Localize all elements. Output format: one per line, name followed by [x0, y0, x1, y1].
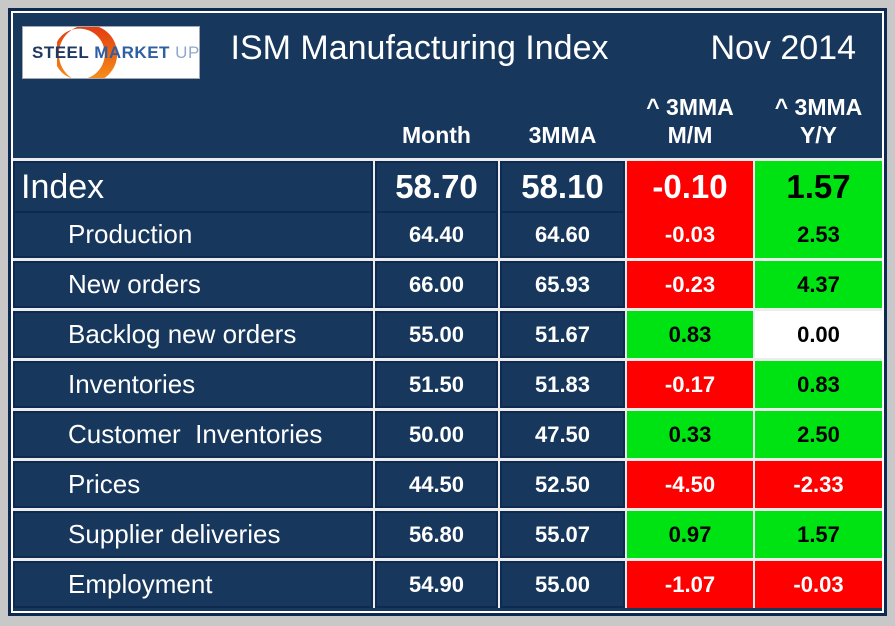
yy-delta-cell: -0.03: [755, 561, 882, 608]
mm-delta-cell: 0.33: [627, 411, 753, 458]
month-value: 56.80: [375, 511, 498, 558]
yy-delta-cell: 1.57: [755, 511, 882, 558]
mm-delta-cell: -1.07: [627, 561, 753, 608]
month-value: 51.50: [375, 361, 498, 408]
yy-delta-cell: 2.53: [755, 211, 882, 258]
mm-delta-cell: -0.23: [627, 261, 753, 308]
month-value: 58.70: [375, 161, 498, 213]
row-label: Customer Inventories: [13, 411, 373, 458]
row-label: Index: [13, 161, 373, 213]
title-band: Table 1 ISM Manufacturing Index Nov 2014: [13, 13, 882, 85]
yy-delta-cell: 1.57: [755, 161, 882, 213]
month-value: 64.40: [375, 211, 498, 258]
yy-delta-cell: 0.00: [755, 311, 882, 358]
row-label: Employment: [13, 561, 373, 608]
row-label: Prices: [13, 461, 373, 508]
month-value: 54.90: [375, 561, 498, 608]
row-label: Production: [13, 211, 373, 258]
yy-delta-cell: 2.50: [755, 411, 882, 458]
logo-word-market: MARKET: [94, 42, 170, 62]
mma3-value: 55.07: [500, 511, 625, 558]
mma3-value: 47.50: [500, 411, 625, 458]
mm-delta-cell: -0.17: [627, 361, 753, 408]
mma3-value: 51.83: [500, 361, 625, 408]
column-header-month: Month: [402, 122, 471, 149]
mma3-value: 52.50: [500, 461, 625, 508]
mm-delta-cell: -0.10: [627, 161, 753, 213]
column-header-3mma-mm: ^ 3MMA M/M: [646, 93, 734, 149]
yy-delta-cell: 0.83: [755, 361, 882, 408]
month-value: 66.00: [375, 261, 498, 308]
month-value: 44.50: [375, 461, 498, 508]
column-header-row: STEEL MARKET UPDATE Month 3MMA ^ 3MMA M/…: [13, 27, 882, 158]
yy-delta-cell: 4.37: [755, 261, 882, 308]
mm-delta-cell: -4.50: [627, 461, 753, 508]
mma3-value: 58.10: [500, 161, 625, 213]
table-background: Table 1 ISM Manufacturing Index Nov 2014: [13, 13, 882, 611]
yy-delta-cell: -2.33: [755, 461, 882, 508]
mma3-value: 65.93: [500, 261, 625, 308]
steel-market-update-logo: STEEL MARKET UPDATE: [23, 27, 199, 78]
column-header-3mma: 3MMA: [528, 122, 597, 149]
column-header-3mma-yy: ^ 3MMA Y/Y: [774, 93, 863, 149]
mma3-value: 55.00: [500, 561, 625, 608]
crescent-icon: [57, 27, 118, 78]
logo-word-update: UPDATE: [175, 42, 199, 62]
page-title: ISM Manufacturing Index: [230, 29, 609, 67]
logo-text: STEEL MARKET UPDATE: [23, 43, 199, 63]
report-date: Nov 2014: [710, 29, 856, 67]
row-label: Supplier deliveries: [13, 511, 373, 558]
logo-word-steel: STEEL: [32, 42, 89, 62]
row-label: Inventories: [13, 361, 373, 408]
mm-delta-cell: 0.83: [627, 311, 753, 358]
table-frame: Table 1 ISM Manufacturing Index Nov 2014: [8, 8, 887, 616]
month-value: 50.00: [375, 411, 498, 458]
mma3-value: 64.60: [500, 211, 625, 258]
mma3-value: 51.67: [500, 311, 625, 358]
column-header-spacer: [13, 150, 373, 158]
month-value: 55.00: [375, 311, 498, 358]
row-label: Backlog new orders: [13, 311, 373, 358]
row-label: New orders: [13, 261, 373, 308]
mm-delta-cell: 0.97: [627, 511, 753, 558]
data-table: Index 58.70 58.10 -0.10 1.57 Production …: [13, 158, 882, 608]
mm-delta-cell: -0.03: [627, 211, 753, 258]
